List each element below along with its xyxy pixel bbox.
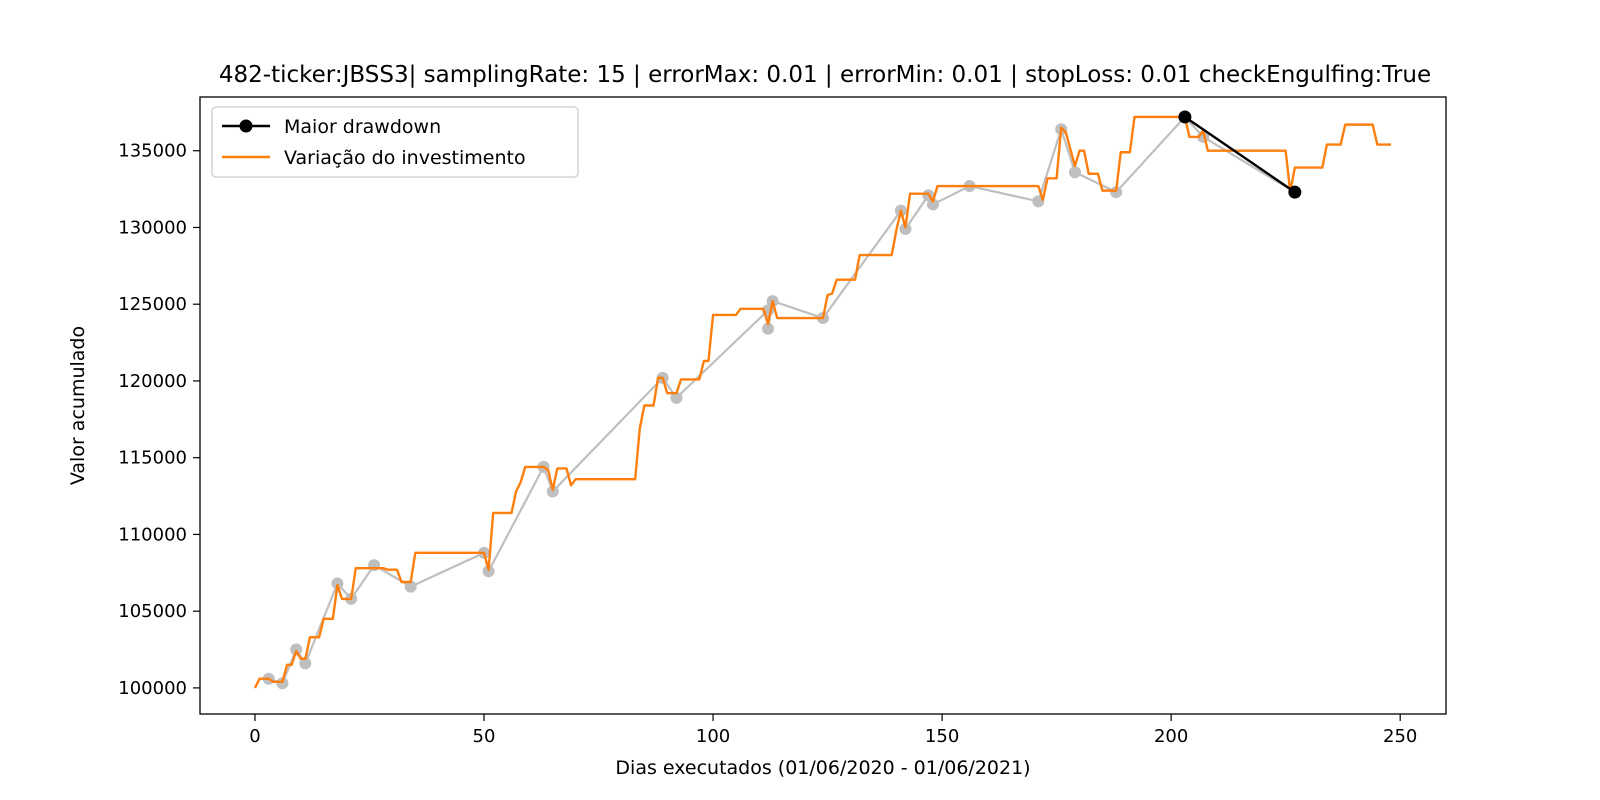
y-tick-label: 110000 <box>118 524 187 545</box>
legend: Maior drawdown Variação do investimento <box>212 107 578 177</box>
x-axis-label: Dias executados (01/06/2020 - 01/06/2021… <box>615 757 1030 779</box>
y-tick-label: 105000 <box>118 601 187 622</box>
legend-drawdown-marker <box>240 120 253 133</box>
legend-drawdown-label: Maior drawdown <box>284 116 441 138</box>
y-axis-label: Valor acumulado <box>67 326 89 485</box>
y-tick-label: 120000 <box>118 371 187 392</box>
y-tick-label: 100000 <box>118 678 187 699</box>
x-tick-label: 250 <box>1383 726 1417 747</box>
x-tick-label: 150 <box>925 726 959 747</box>
y-tick-label: 115000 <box>118 448 187 469</box>
x-tick-label: 200 <box>1154 726 1188 747</box>
y-tick-label: 130000 <box>118 217 187 238</box>
pivot-point-25 <box>1069 166 1081 178</box>
x-tick-label: 50 <box>473 726 496 747</box>
legend-investment-label: Variação do investimento <box>284 147 526 169</box>
y-tick-label: 125000 <box>118 294 187 315</box>
drawdown-point-0 <box>1178 110 1191 123</box>
y-tick-label: 135000 <box>118 141 187 162</box>
chart-title: 482-ticker:JBSS3| samplingRate: 15 | err… <box>219 62 1431 88</box>
x-tick-label: 0 <box>249 726 260 747</box>
x-tick-label: 100 <box>696 726 730 747</box>
drawdown-point-1 <box>1288 186 1301 199</box>
